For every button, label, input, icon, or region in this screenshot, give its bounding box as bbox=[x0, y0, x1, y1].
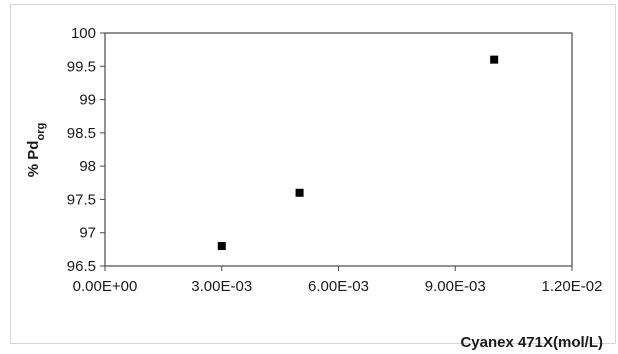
y-tick-label: 97 bbox=[79, 225, 96, 242]
y-tick-label: 97.5 bbox=[67, 191, 96, 208]
y-axis-title: % Pdorg bbox=[25, 123, 47, 177]
plot-area bbox=[104, 32, 573, 267]
y-tick-label: 100 bbox=[71, 25, 96, 42]
x-tick-label: 6.00E-03 bbox=[308, 278, 369, 295]
data-points bbox=[217, 55, 499, 251]
x-tick-label: 0.00E+00 bbox=[73, 278, 138, 295]
x-tick-label: 9.00E-03 bbox=[425, 278, 486, 295]
data-point bbox=[217, 242, 226, 251]
data-point bbox=[295, 188, 304, 197]
y-axis-title-subscript: org bbox=[35, 123, 47, 141]
x-axis-ticks: 0.00E+00 3.00E-03 6.00E-03 9.00E-03 1.20E-02 bbox=[73, 266, 603, 295]
y-axis-title-main: % Pd bbox=[25, 141, 42, 178]
y-tick-label: 98.5 bbox=[67, 125, 96, 142]
y-tick-label: 96.5 bbox=[67, 258, 96, 275]
x-tick-label: 3.00E-03 bbox=[191, 278, 252, 295]
y-axis-ticks: 96.5 97 97.5 98 98.5 99 99.5 100 bbox=[67, 25, 105, 275]
data-point bbox=[490, 55, 499, 64]
x-axis-title: Cyanex 471X(mol/L) bbox=[460, 334, 603, 351]
y-tick-label: 99 bbox=[79, 92, 96, 109]
y-tick-label: 98 bbox=[79, 158, 96, 175]
y-tick-label: 99.5 bbox=[67, 58, 96, 75]
x-tick-label: 1.20E-02 bbox=[542, 278, 603, 295]
